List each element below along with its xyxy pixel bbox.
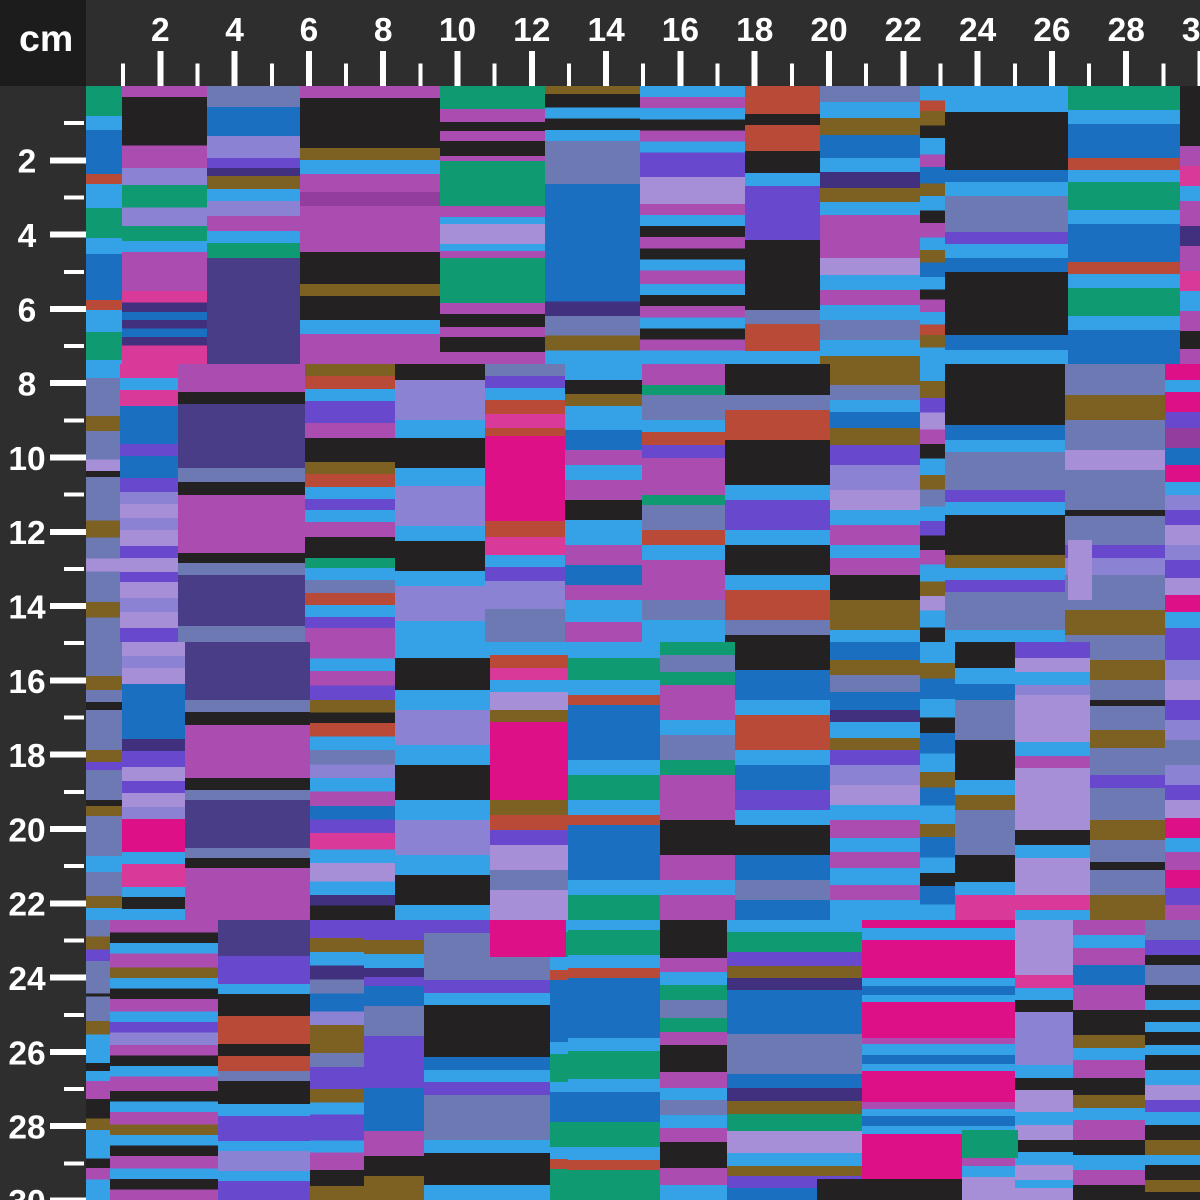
svg-text:2: 2 [151, 12, 170, 49]
svg-text:22: 22 [885, 12, 922, 49]
svg-text:10: 10 [439, 12, 476, 49]
svg-text:4: 4 [18, 218, 37, 255]
svg-text:26: 26 [1033, 12, 1070, 49]
svg-text:10: 10 [8, 441, 45, 478]
svg-text:30: 30 [8, 1184, 45, 1200]
svg-text:12: 12 [513, 12, 550, 49]
svg-text:12: 12 [8, 515, 45, 552]
svg-text:16: 16 [662, 12, 699, 49]
svg-text:4: 4 [225, 12, 244, 49]
svg-text:2: 2 [18, 144, 37, 181]
svg-text:14: 14 [587, 12, 625, 49]
svg-text:18: 18 [8, 738, 45, 775]
svg-text:28: 28 [1108, 12, 1145, 49]
svg-text:26: 26 [8, 1035, 45, 1072]
svg-text:14: 14 [8, 589, 46, 626]
svg-text:16: 16 [8, 664, 45, 701]
svg-text:28: 28 [8, 1110, 45, 1147]
svg-text:20: 20 [8, 812, 45, 849]
svg-text:20: 20 [810, 12, 847, 49]
svg-text:30: 30 [1182, 12, 1200, 49]
svg-text:6: 6 [18, 292, 37, 329]
svg-text:24: 24 [8, 961, 46, 998]
svg-text:8: 8 [18, 367, 37, 404]
svg-text:8: 8 [374, 12, 393, 49]
svg-text:6: 6 [300, 12, 319, 49]
svg-text:22: 22 [8, 887, 45, 924]
svg-text:18: 18 [736, 12, 773, 49]
svg-text:24: 24 [959, 12, 997, 49]
svg-text:cm: cm [19, 17, 73, 59]
